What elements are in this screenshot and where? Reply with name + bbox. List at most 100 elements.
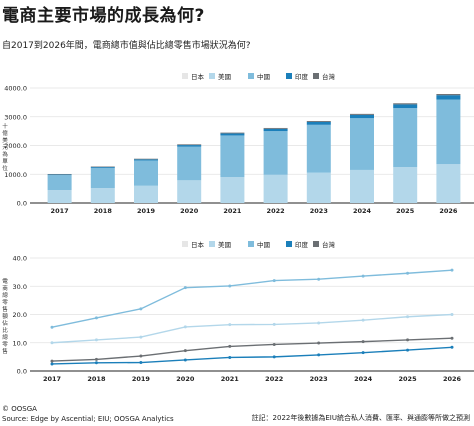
series-point (361, 351, 365, 355)
legend-label: 美國 (218, 240, 231, 249)
bar-segment (436, 99, 461, 165)
y-axis-label-char: 單 (2, 158, 8, 165)
x-tick-label: 2018 (87, 375, 106, 383)
bar-segment (436, 95, 461, 100)
y-axis-label-char: 售 (2, 347, 8, 355)
bar-segment (306, 121, 331, 125)
page-subtitle: 自2017到2026年間，電商總市值與佔比總零售市場狀況為何? (2, 41, 251, 51)
share-line-chart: 日本 美國 中國 印度 台灣 0.0 10.0 20.0 30.0 40.0 電商總零售額佔比總零售… (0, 232, 474, 384)
series-point (50, 341, 54, 345)
x-tick-label: 2017 (43, 375, 61, 383)
bar-segment (47, 174, 72, 176)
bar-segment (350, 169, 374, 203)
series-point (317, 277, 321, 281)
y-tick-label: 3000.0 (4, 113, 27, 121)
y-axis-label-char: 商 (2, 284, 8, 292)
series-point (406, 338, 410, 342)
series-point (139, 335, 143, 339)
x-tick-label: 2020 (180, 207, 199, 215)
series-point (317, 353, 321, 357)
series-point (228, 355, 232, 359)
footer-credits: © OOSGA Source: Edge by Ascential; EIU; … (2, 405, 174, 424)
y-axis-label-char: 總 (2, 291, 8, 299)
x-tick-label: 2020 (176, 375, 195, 383)
legend-swatch (313, 241, 319, 247)
series-line (51, 313, 453, 344)
series-point (183, 286, 187, 290)
bar-segment (393, 104, 418, 109)
stacked-bar-chart: 日本 美國 中國 印度 台灣 0.0 1000.0 2000.0 3000.0 4000.0 十億美… (0, 62, 474, 220)
bar-segment (47, 190, 72, 203)
bar-segment (263, 131, 288, 175)
bar-segment (263, 127, 288, 129)
legend-swatch (313, 73, 319, 79)
legend-label: 台灣 (322, 240, 336, 249)
bar-segment (393, 103, 418, 105)
y-axis-label-char: 售 (2, 305, 8, 313)
series-point (272, 279, 276, 283)
bar-segment (134, 185, 158, 203)
bar-segment (350, 118, 374, 170)
bar-segment (90, 166, 115, 168)
legend-swatch (209, 241, 215, 247)
legend-swatch (286, 73, 292, 79)
series-line (51, 346, 453, 365)
y-tick-label: 20.0 (13, 311, 27, 319)
series-point (361, 318, 365, 322)
bar-segment (306, 172, 331, 203)
series-point (183, 349, 187, 353)
legend-label: 日本 (191, 240, 205, 249)
series-line (51, 337, 453, 362)
bar-segment (436, 164, 461, 203)
y-tick-label: 4000.0 (4, 85, 27, 93)
x-tick-label: 2021 (221, 375, 240, 383)
x-tick-label: 2023 (310, 207, 328, 215)
y-axis-label-char: 美 (2, 136, 8, 144)
bar-segment (350, 114, 374, 119)
x-tick-label: 2025 (399, 375, 418, 383)
series-point (450, 345, 454, 349)
legend-label: 印度 (295, 72, 309, 81)
series-point (50, 325, 54, 329)
series-point (139, 307, 143, 311)
series-point (183, 325, 187, 329)
bar-segment (134, 159, 158, 161)
bar-segment (220, 135, 245, 178)
bar-segment (90, 167, 115, 189)
y-axis-label-char: 位 (2, 164, 8, 172)
y-axis-label-char: 佔 (2, 319, 8, 327)
series-point (272, 322, 276, 326)
y-axis-label-char: 元 (2, 144, 8, 151)
series-point (406, 271, 410, 275)
bar-segment (306, 121, 331, 122)
bar-segment (177, 180, 202, 203)
legend-swatch (209, 73, 215, 79)
page-title: 電商主要市場的成長為何? (2, 6, 205, 26)
y-tick-label: 1000.0 (4, 171, 27, 179)
bar-segment (436, 94, 461, 96)
y-axis-label-char: 為 (2, 150, 8, 158)
x-tick-label: 2022 (267, 207, 285, 215)
y-tick-label: 10.0 (13, 339, 27, 347)
y-axis-label-char: 電 (2, 278, 8, 285)
y-axis-label-char: 十 (2, 122, 8, 130)
bar-segment (263, 174, 288, 203)
bar-segment (177, 145, 202, 147)
copyright-text: © OOSGA (2, 405, 37, 413)
y-tick-label: 2000.0 (4, 142, 27, 150)
bar-segment (220, 133, 245, 136)
x-tick-label: 2025 (396, 207, 415, 215)
bar-segment (263, 128, 288, 132)
bar-segment (393, 167, 418, 203)
bar-segment (177, 146, 202, 181)
bar-segment (220, 177, 245, 203)
y-axis-label-char: 零 (2, 341, 8, 348)
series-point (228, 323, 232, 327)
x-tick-label: 2022 (265, 375, 283, 383)
y-tick-label: 30.0 (13, 283, 27, 291)
y-axis-label-char: 零 (2, 299, 8, 306)
footer-note: 註記：2022年後數據為EIU統合私人消費、匯率、與通膨等所做之預測 (251, 414, 470, 422)
bar-segment (393, 108, 418, 168)
series-point (228, 344, 232, 348)
series-point (139, 354, 143, 358)
